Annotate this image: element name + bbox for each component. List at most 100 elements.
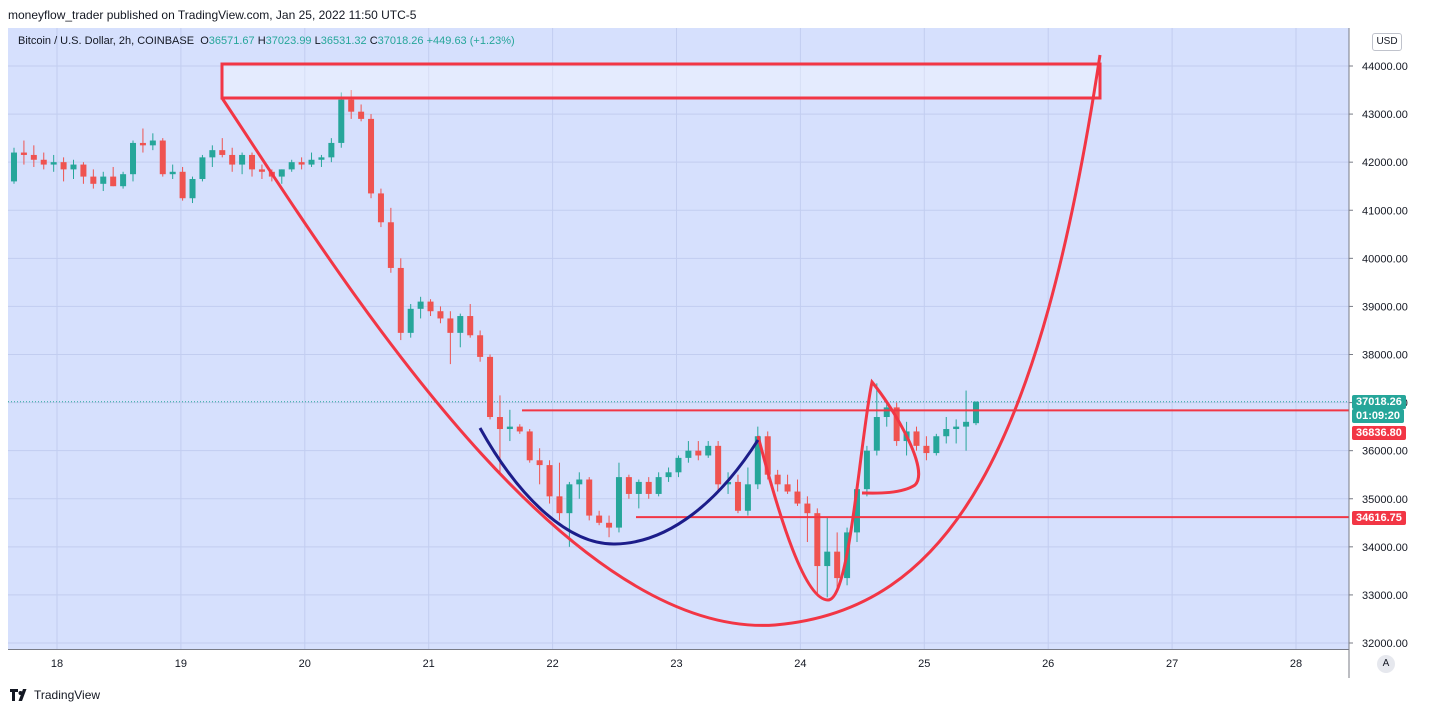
candle-body bbox=[953, 426, 960, 430]
candle-body bbox=[60, 162, 67, 170]
x-tick-label: 26 bbox=[1042, 658, 1054, 670]
x-tick-label: 21 bbox=[423, 658, 435, 670]
candle-body bbox=[239, 154, 246, 165]
candle-body bbox=[70, 164, 77, 170]
candle-body bbox=[933, 436, 940, 454]
y-tick-label: 43000.00 bbox=[1362, 109, 1408, 121]
candle-body bbox=[348, 99, 355, 112]
candle-body bbox=[834, 551, 841, 579]
candle-body bbox=[209, 150, 216, 158]
candles bbox=[11, 90, 979, 598]
tradingview-footer[interactable]: TradingView bbox=[10, 688, 100, 702]
candle-body bbox=[725, 481, 732, 485]
candle-body bbox=[417, 301, 424, 309]
candle-body bbox=[338, 99, 345, 143]
x-tick-label: 28 bbox=[1290, 658, 1302, 670]
candle-body bbox=[913, 431, 920, 446]
y-tick-labels: 32000.00 33000.00 34000.00 35000.00 36000.00… bbox=[1348, 28, 1408, 678]
candle-body bbox=[288, 162, 295, 170]
candle-body bbox=[130, 142, 137, 175]
x-tick-label: 20 bbox=[299, 658, 311, 670]
candle-body bbox=[586, 479, 593, 516]
candle-body bbox=[665, 472, 672, 478]
candle-body bbox=[774, 474, 781, 485]
price-axis[interactable] bbox=[1349, 28, 1424, 678]
candle-body bbox=[120, 174, 127, 187]
candle-body bbox=[477, 335, 484, 357]
candle-body bbox=[169, 171, 176, 175]
auto-scale-button[interactable]: A bbox=[1377, 655, 1395, 673]
candle-body bbox=[496, 417, 503, 430]
candle-body bbox=[853, 489, 860, 533]
candle-body bbox=[596, 515, 603, 523]
x-tick-label: 25 bbox=[918, 658, 930, 670]
y-tick-label: 44000.00 bbox=[1362, 61, 1408, 73]
candle-body bbox=[80, 164, 87, 177]
candle-body bbox=[397, 267, 404, 333]
candle-body bbox=[278, 169, 285, 177]
candle-body bbox=[625, 477, 632, 494]
candle-body bbox=[30, 154, 37, 160]
candle-body bbox=[149, 140, 156, 146]
candle-body bbox=[824, 551, 831, 567]
candle-body bbox=[139, 142, 146, 146]
legend-low-label: L bbox=[314, 35, 321, 47]
y-tick-label: 33000.00 bbox=[1362, 590, 1408, 602]
candle-body bbox=[943, 429, 950, 437]
candle-body bbox=[249, 154, 256, 170]
y-tick-label: 35000.00 bbox=[1362, 494, 1408, 506]
legend-open: 36571.67 bbox=[208, 35, 255, 47]
y-tick-label: 39000.00 bbox=[1362, 301, 1408, 313]
symbol-legend: Bitcoin / U.S. Dollar, 2h, COINBASE O365… bbox=[18, 35, 515, 47]
chart-pane[interactable] bbox=[8, 28, 1349, 649]
candle-body bbox=[873, 417, 880, 451]
legend-symbol: Bitcoin / U.S. Dollar, 2h, COINBASE bbox=[18, 35, 195, 47]
candle-body bbox=[189, 178, 196, 199]
y-tick-label: 36000.00 bbox=[1362, 446, 1408, 458]
candle-body bbox=[764, 436, 771, 475]
candle-body bbox=[229, 154, 236, 165]
candle-body bbox=[754, 436, 761, 485]
candle-body bbox=[635, 481, 642, 494]
resistance-price-tag: 36836.80 bbox=[1352, 426, 1406, 440]
candle-body bbox=[40, 159, 47, 165]
candle-body bbox=[526, 431, 533, 461]
legend-close-label: C bbox=[369, 35, 378, 47]
grid-lines bbox=[8, 28, 1349, 649]
small-cup-curve bbox=[478, 427, 760, 546]
candle-body bbox=[179, 171, 186, 199]
candle-body bbox=[923, 445, 930, 454]
candle-body bbox=[308, 159, 315, 165]
candle-body bbox=[893, 407, 900, 442]
handle-curve bbox=[756, 378, 921, 602]
candle-body bbox=[645, 481, 652, 494]
y-tick-label: 38000.00 bbox=[1362, 350, 1408, 362]
candle-body bbox=[685, 450, 692, 458]
time-axis[interactable] bbox=[8, 649, 1349, 679]
currency-button[interactable]: USD bbox=[1372, 33, 1402, 51]
candle-body bbox=[655, 477, 662, 494]
candle-body bbox=[516, 426, 523, 432]
candle-body bbox=[437, 311, 444, 319]
candle-body bbox=[784, 484, 791, 492]
pattern-drawings bbox=[220, 54, 1349, 627]
publisher-header: moneyflow_trader published on TradingVie… bbox=[8, 8, 417, 22]
candle-body bbox=[457, 316, 464, 333]
candle-body bbox=[90, 176, 97, 184]
support-price-tag: 34616.75 bbox=[1352, 511, 1406, 525]
candle-body bbox=[110, 176, 117, 187]
y-tick-label: 32000.00 bbox=[1362, 638, 1408, 650]
tradingview-logo-icon bbox=[10, 689, 27, 701]
candle-body bbox=[50, 162, 57, 165]
candle-body bbox=[963, 421, 970, 427]
candle-body bbox=[159, 140, 166, 175]
candle-body bbox=[467, 316, 474, 336]
candle-body bbox=[11, 152, 17, 182]
candle-body bbox=[318, 157, 325, 160]
x-tick-label: 19 bbox=[175, 658, 187, 670]
x-tick-label: 22 bbox=[546, 658, 558, 670]
legend-open-label: O bbox=[200, 35, 209, 47]
candle-body bbox=[804, 503, 811, 514]
candle-body bbox=[506, 426, 513, 430]
